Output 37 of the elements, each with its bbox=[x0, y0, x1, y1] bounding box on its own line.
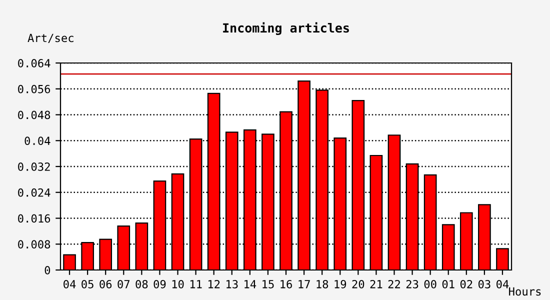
y-tick-label: 0.024 bbox=[18, 188, 50, 197]
y-tick-label: 0.048 bbox=[18, 110, 50, 120]
x-tick-label: 10 bbox=[172, 280, 184, 288]
x-tick-label: 03 bbox=[478, 280, 490, 288]
y-tick-label: 0.064 bbox=[18, 59, 50, 68]
y-tick-label: 0.056 bbox=[18, 84, 50, 94]
x-tick-label: 15 bbox=[262, 280, 274, 288]
x-tick-label: 19 bbox=[334, 280, 346, 288]
x-axis-title: Hours bbox=[509, 287, 541, 296]
x-tick-label: 02 bbox=[460, 280, 472, 288]
x-tick-label: 05 bbox=[82, 280, 94, 288]
x-tick-label: 23 bbox=[406, 280, 418, 288]
x-tick-label: 16 bbox=[280, 280, 292, 288]
x-tick-label: 17 bbox=[298, 280, 310, 288]
y-tick-label: 0.04 bbox=[24, 136, 50, 146]
x-tick-label: 04 bbox=[64, 280, 76, 288]
x-tick-label: 06 bbox=[100, 280, 112, 288]
x-tick-label: 20 bbox=[352, 280, 364, 288]
x-tick-label: 08 bbox=[136, 280, 148, 288]
x-tick-label: 13 bbox=[226, 280, 238, 288]
y-tick-label: 0.032 bbox=[18, 162, 50, 171]
x-tick-label: 12 bbox=[208, 280, 220, 288]
y-axis-title: Art/sec bbox=[28, 34, 74, 44]
x-tick-label: 18 bbox=[316, 280, 328, 288]
y-tick-label: 0.008 bbox=[18, 240, 50, 249]
x-tick-label: 11 bbox=[190, 280, 202, 288]
chart-title: Incoming articles bbox=[223, 22, 349, 36]
y-tick-label: 0.016 bbox=[18, 214, 50, 223]
x-tick-label: 22 bbox=[388, 280, 400, 288]
x-tick-label: 04 bbox=[496, 280, 509, 288]
x-tick-label: 00 bbox=[424, 280, 436, 288]
x-tick-label: 14 bbox=[244, 280, 256, 288]
x-tick-label: 07 bbox=[118, 280, 130, 288]
y-tick-label: 0 bbox=[44, 266, 50, 274]
x-tick-label: 01 bbox=[442, 280, 454, 288]
x-tick-label: 21 bbox=[370, 280, 382, 288]
x-tick-label: 09 bbox=[154, 280, 166, 288]
